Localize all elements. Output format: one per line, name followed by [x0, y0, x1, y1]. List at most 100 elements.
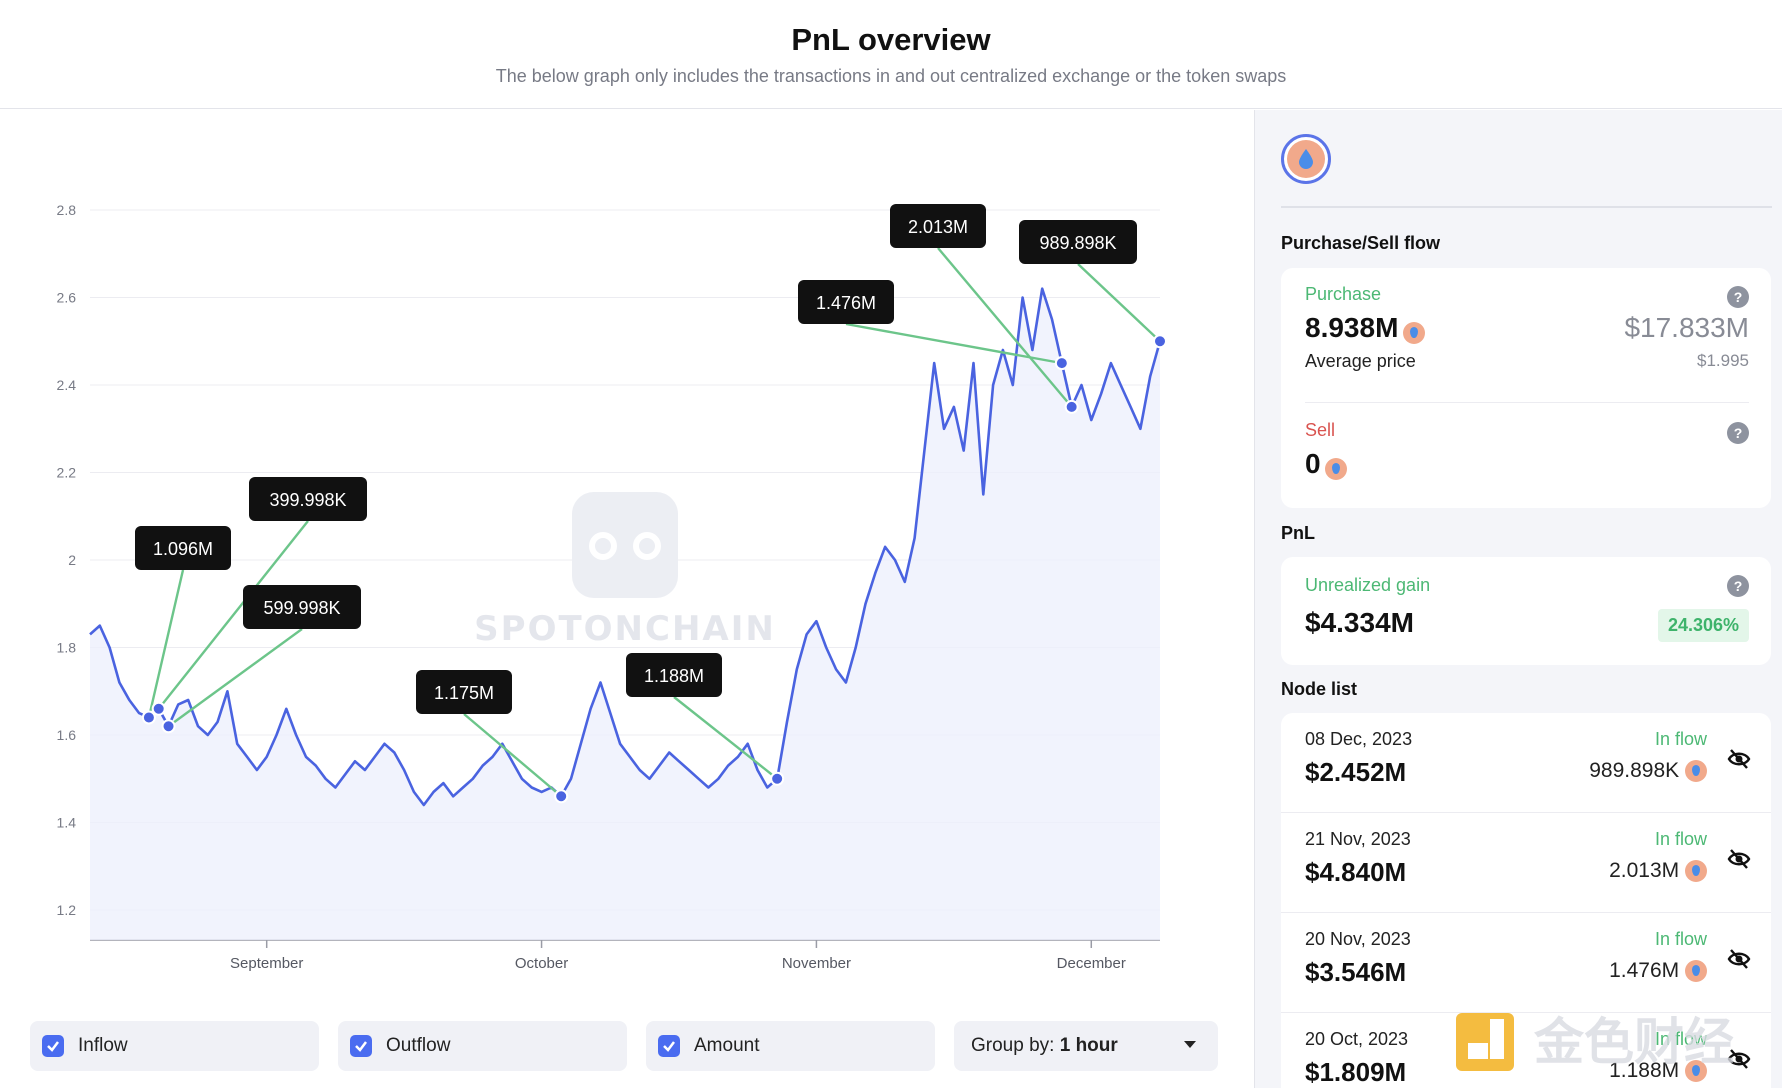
node-flow: In flow — [1654, 929, 1707, 949]
checkbox-icon[interactable] — [658, 1035, 680, 1057]
inflow-label: Inflow — [78, 1035, 128, 1056]
node-date: 20 Nov, 2023 — [1305, 929, 1411, 949]
node-tooltip-label: 599.998K — [263, 598, 340, 618]
flow-card: ? Purchase 8.938M $17.833M Average price… — [1281, 268, 1771, 508]
node-connector — [845, 322, 1063, 365]
node-flow: In flow — [1654, 729, 1707, 749]
token-icon — [1685, 760, 1707, 783]
unrealized-value: $4.334M — [1305, 607, 1414, 638]
node-point — [141, 710, 156, 725]
avg-price-value: $1.995 — [1697, 351, 1749, 370]
node-amount: 1.476M — [1609, 959, 1680, 982]
node-value: $1.809M — [1305, 1057, 1407, 1087]
amount-toggle[interactable]: Amount — [646, 1021, 935, 1071]
group-by-select[interactable]: Group by: 1 hour — [954, 1021, 1218, 1071]
node-flow: In flow — [1654, 829, 1707, 849]
node-point — [1064, 399, 1079, 414]
node-tooltip-label: 989.898K — [1039, 233, 1116, 253]
node-tooltip — [626, 653, 722, 697]
spotonchain-logo-eye — [589, 532, 617, 560]
series-line — [89, 287, 1162, 807]
inflow-toggle[interactable]: Inflow — [30, 1021, 319, 1071]
help-icon[interactable]: ? — [1727, 286, 1749, 308]
node-tooltip — [798, 280, 894, 324]
x-tick-label: October — [515, 955, 568, 972]
token-icon — [1685, 860, 1707, 883]
x-tick-label: September — [230, 955, 303, 972]
node-amount: 2.013M — [1609, 859, 1680, 882]
sell-label: Sell — [1305, 420, 1336, 440]
page-header: PnL overview The below graph only includ… — [0, 0, 1782, 109]
pnl-card: ? Unrealized gain $4.334M 24.306% — [1281, 557, 1771, 665]
node-tooltip-label: 1.476M — [816, 293, 876, 313]
pnl-chart[interactable]: 2.8 2.6 2.4 2.2 2 1.8 1.6 1.4 1.2 September Octobe… — [0, 110, 1254, 1010]
checkbox-icon[interactable] — [42, 1035, 64, 1057]
eye-off-icon[interactable] — [1727, 747, 1751, 776]
help-icon[interactable]: ? — [1727, 422, 1749, 444]
node-amount: 989.898K — [1589, 759, 1680, 782]
token-logo — [1281, 134, 1331, 184]
sell-amount-row: 0 — [1305, 448, 1348, 480]
node-tooltip — [135, 526, 231, 570]
eye-off-icon[interactable] — [1727, 847, 1751, 876]
y-tick-label: 1.8 — [57, 640, 77, 656]
jinse-watermark: 金色财经 — [1454, 1005, 1782, 1075]
node-amount-row: 2.013M — [1609, 859, 1707, 883]
node-connector — [147, 569, 185, 718]
node-point — [1054, 356, 1069, 371]
node-tooltip-label: 2.013M — [908, 217, 968, 237]
node-amount-row: 1.188M — [1609, 1059, 1707, 1083]
eye-off-icon[interactable] — [1727, 1047, 1751, 1076]
watermark-brand-text: 金色财经 — [1534, 1013, 1734, 1071]
purchase-amount: 8.938M — [1305, 312, 1399, 343]
checkbox-icon[interactable] — [350, 1035, 372, 1057]
node-list: 08 Dec, 2023 $2.452M In flow 989.898K 21… — [1281, 713, 1771, 1088]
y-tick-label: 2.2 — [57, 465, 77, 481]
y-tick-label: 2.8 — [57, 202, 77, 218]
node-tooltip — [1019, 220, 1137, 264]
series-area — [90, 288, 1160, 940]
eye-off-icon[interactable] — [1727, 947, 1751, 976]
flow-title: Purchase/Sell flow — [1281, 233, 1441, 253]
list-item[interactable]: 21 Nov, 2023 $4.840M In flow 2.013M — [1281, 813, 1771, 913]
y-tick-label: 2.6 — [57, 290, 77, 306]
node-connector — [157, 520, 309, 710]
amount-label: Amount — [694, 1035, 760, 1056]
token-icon — [1402, 321, 1425, 344]
node-connector — [673, 696, 778, 780]
x-tick-label: November — [782, 955, 851, 972]
token-icon — [1685, 1060, 1707, 1083]
node-connector — [463, 713, 562, 798]
help-icon[interactable]: ? — [1727, 575, 1749, 597]
node-value: $4.840M — [1305, 857, 1407, 887]
avg-price-label: Average price — [1305, 351, 1416, 371]
list-item[interactable]: 20 Oct, 2023 $1.809M In flow 1.188M — [1281, 1013, 1771, 1088]
node-point — [554, 789, 569, 804]
node-amount-row: 989.898K — [1589, 759, 1707, 783]
pnl-percent-badge: 24.306% — [1657, 609, 1749, 642]
y-tick-label: 1.4 — [57, 815, 77, 831]
list-item[interactable]: 20 Nov, 2023 $3.546M In flow 1.476M — [1281, 913, 1771, 1013]
node-point — [1153, 334, 1167, 349]
node-tooltip — [890, 204, 986, 248]
node-tooltip-label: 399.998K — [269, 490, 346, 510]
purchase-amount-row: 8.938M — [1305, 312, 1425, 344]
chevron-down-icon — [1184, 1041, 1196, 1048]
node-connector — [167, 628, 303, 728]
node-tooltip — [243, 585, 361, 629]
group-by-prefix: Group by: — [971, 1035, 1055, 1056]
pnl-title: PnL — [1281, 523, 1315, 543]
watermark-text: SPOTONCHAIN — [474, 609, 776, 649]
page-subtitle: The below graph only includes the transa… — [495, 66, 1287, 86]
x-tick-label: December — [1057, 955, 1126, 972]
list-item[interactable]: 08 Dec, 2023 $2.452M In flow 989.898K — [1281, 713, 1771, 813]
unrealized-label: Unrealized gain — [1305, 575, 1431, 595]
chart-panel: 2.8 2.6 2.4 2.2 2 1.8 1.6 1.4 1.2 September Octobe… — [0, 110, 1254, 1088]
outflow-label: Outflow — [386, 1035, 451, 1056]
spotonchain-logo — [572, 492, 678, 598]
node-date: 08 Dec, 2023 — [1305, 729, 1413, 749]
group-by-value: 1 hour — [1059, 1035, 1118, 1056]
divider — [1281, 206, 1772, 208]
page-title: PnL overview — [791, 22, 991, 57]
outflow-toggle[interactable]: Outflow — [338, 1021, 627, 1071]
